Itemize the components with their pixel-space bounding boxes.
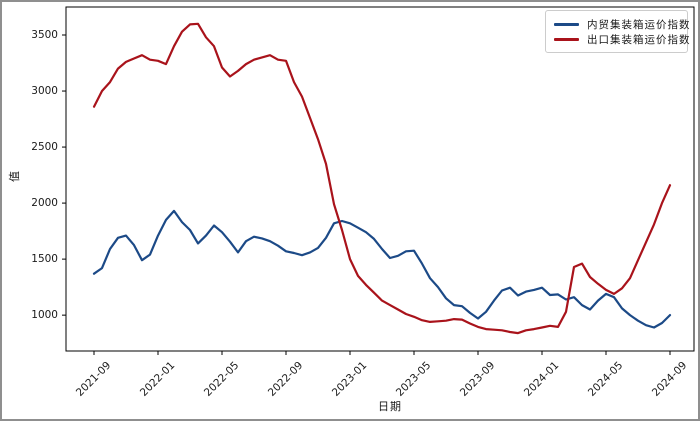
y-tick-label: 3000 [31, 84, 58, 97]
legend-line-swatch-red [554, 37, 579, 41]
y-tick-label: 1500 [31, 252, 58, 265]
legend-label-export: 出口集装箱运价指数 [587, 33, 691, 46]
y-tick-label: 2000 [31, 196, 58, 209]
series-line-domestic-index [92, 209, 672, 329]
y-tick-label: 1000 [31, 308, 58, 321]
legend: 内贸集装箱运价指数 出口集装箱运价指数 [545, 10, 690, 53]
x-axis-label: 日期 [378, 400, 402, 413]
y-tick-label: 3500 [31, 28, 58, 41]
legend-label-domestic: 内贸集装箱运价指数 [587, 18, 691, 31]
plot-frame [65, 6, 695, 352]
legend-line-swatch-blue [554, 22, 579, 26]
legend-item-export: 出口集装箱运价指数 [554, 32, 690, 46]
series-line-export-index [92, 22, 672, 335]
legend-item-domestic: 内贸集装箱运价指数 [554, 17, 690, 31]
y-axis-label: 值 [8, 170, 21, 182]
y-tick-label: 2500 [31, 140, 58, 153]
